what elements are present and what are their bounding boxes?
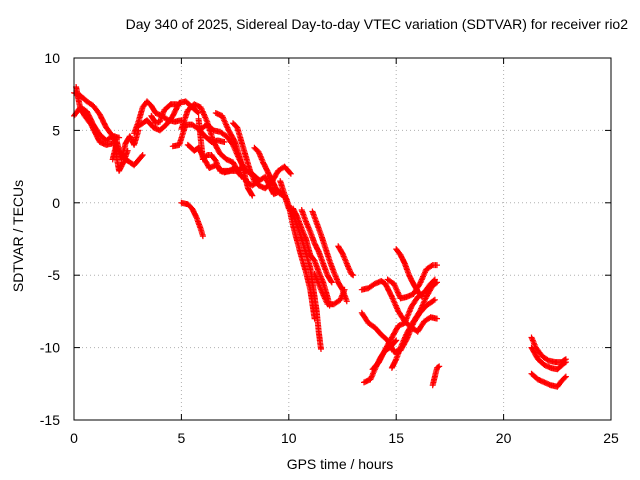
series-arc35 [528,344,569,373]
series-markers [195,115,245,176]
x-tick-label: 20 [496,430,512,446]
plot-frame [73,57,612,421]
series-arc17 [242,173,290,203]
series-markers [298,207,335,286]
x-axis-label: GPS time / hours [286,456,394,472]
series-arc19 [285,202,318,322]
series-markers [393,246,425,300]
series-arc24 [335,243,357,279]
series-markers [528,370,569,390]
series-arc12 [195,115,245,176]
y-tick-label: -15 [40,412,60,428]
series-markers [311,270,348,308]
series-arc3 [73,84,116,148]
series-arc20 [290,205,333,309]
series-markers [277,178,324,352]
x-tick-label: 15 [388,430,404,446]
series-markers [369,276,438,373]
series-markers [335,243,357,279]
y-tick-label: 10 [44,50,60,66]
series-markers [285,202,318,322]
y-tick-label: -5 [48,267,61,283]
series-arc36 [528,370,569,390]
series-markers [429,363,443,389]
tick-layer: 0 5 10 15 20 25 -15 -10 -5 0 5 10 [40,50,619,446]
series-markers [388,279,440,371]
series-arc30 [388,279,440,371]
x-tick-label: 5 [178,430,186,446]
series-arc33 [429,363,443,389]
series-markers [111,133,131,174]
series-arc23 [311,270,348,308]
series-markers [528,334,569,366]
series-arc21 [298,207,335,286]
x-tick-label: 10 [281,430,297,446]
chart-title: Day 340 of 2025, Sidereal Day-to-day VTE… [125,16,628,32]
y-tick-label: 0 [52,195,60,211]
series-arc29 [369,276,438,373]
series-arc5 [111,133,131,174]
series-markers [290,205,333,309]
series-markers [148,101,181,127]
series-arc18 [277,178,324,352]
data-layer [71,84,569,390]
series-markers [73,84,116,148]
grid-layer [74,58,611,420]
series-arc32 [393,246,425,300]
series-arc25 [178,199,206,240]
series-arc8 [148,101,181,127]
series-arc34 [528,334,569,366]
y-tick-label: -10 [40,340,60,356]
x-axis-label-wrap: GPS time / hours [0,456,640,472]
y-tick-label: 5 [52,122,60,138]
x-tick-label: 0 [70,430,78,446]
x-tick-label: 25 [603,430,619,446]
series-markers [242,173,290,203]
series-markers [178,199,206,240]
series-markers [528,344,569,373]
